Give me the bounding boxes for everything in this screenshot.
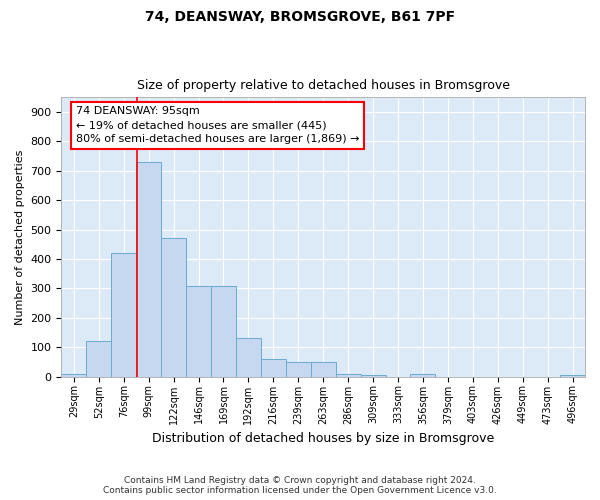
- Y-axis label: Number of detached properties: Number of detached properties: [15, 150, 25, 324]
- Bar: [311, 362, 335, 376]
- Bar: [335, 374, 361, 376]
- Bar: [211, 286, 236, 376]
- Bar: [361, 375, 386, 376]
- Text: Contains HM Land Registry data © Crown copyright and database right 2024.
Contai: Contains HM Land Registry data © Crown c…: [103, 476, 497, 495]
- Bar: [61, 374, 86, 376]
- Bar: [186, 286, 211, 376]
- Bar: [261, 359, 286, 376]
- X-axis label: Distribution of detached houses by size in Bromsgrove: Distribution of detached houses by size …: [152, 432, 494, 445]
- Bar: [560, 375, 585, 376]
- Bar: [161, 238, 186, 376]
- Bar: [286, 362, 311, 376]
- Bar: [86, 342, 111, 376]
- Bar: [111, 253, 136, 376]
- Text: 74, DEANSWAY, BROMSGROVE, B61 7PF: 74, DEANSWAY, BROMSGROVE, B61 7PF: [145, 10, 455, 24]
- Bar: [236, 338, 261, 376]
- Text: 74 DEANSWAY: 95sqm
← 19% of detached houses are smaller (445)
80% of semi-detach: 74 DEANSWAY: 95sqm ← 19% of detached hou…: [76, 106, 359, 144]
- Bar: [410, 374, 436, 376]
- Bar: [136, 162, 161, 376]
- Title: Size of property relative to detached houses in Bromsgrove: Size of property relative to detached ho…: [137, 79, 510, 92]
